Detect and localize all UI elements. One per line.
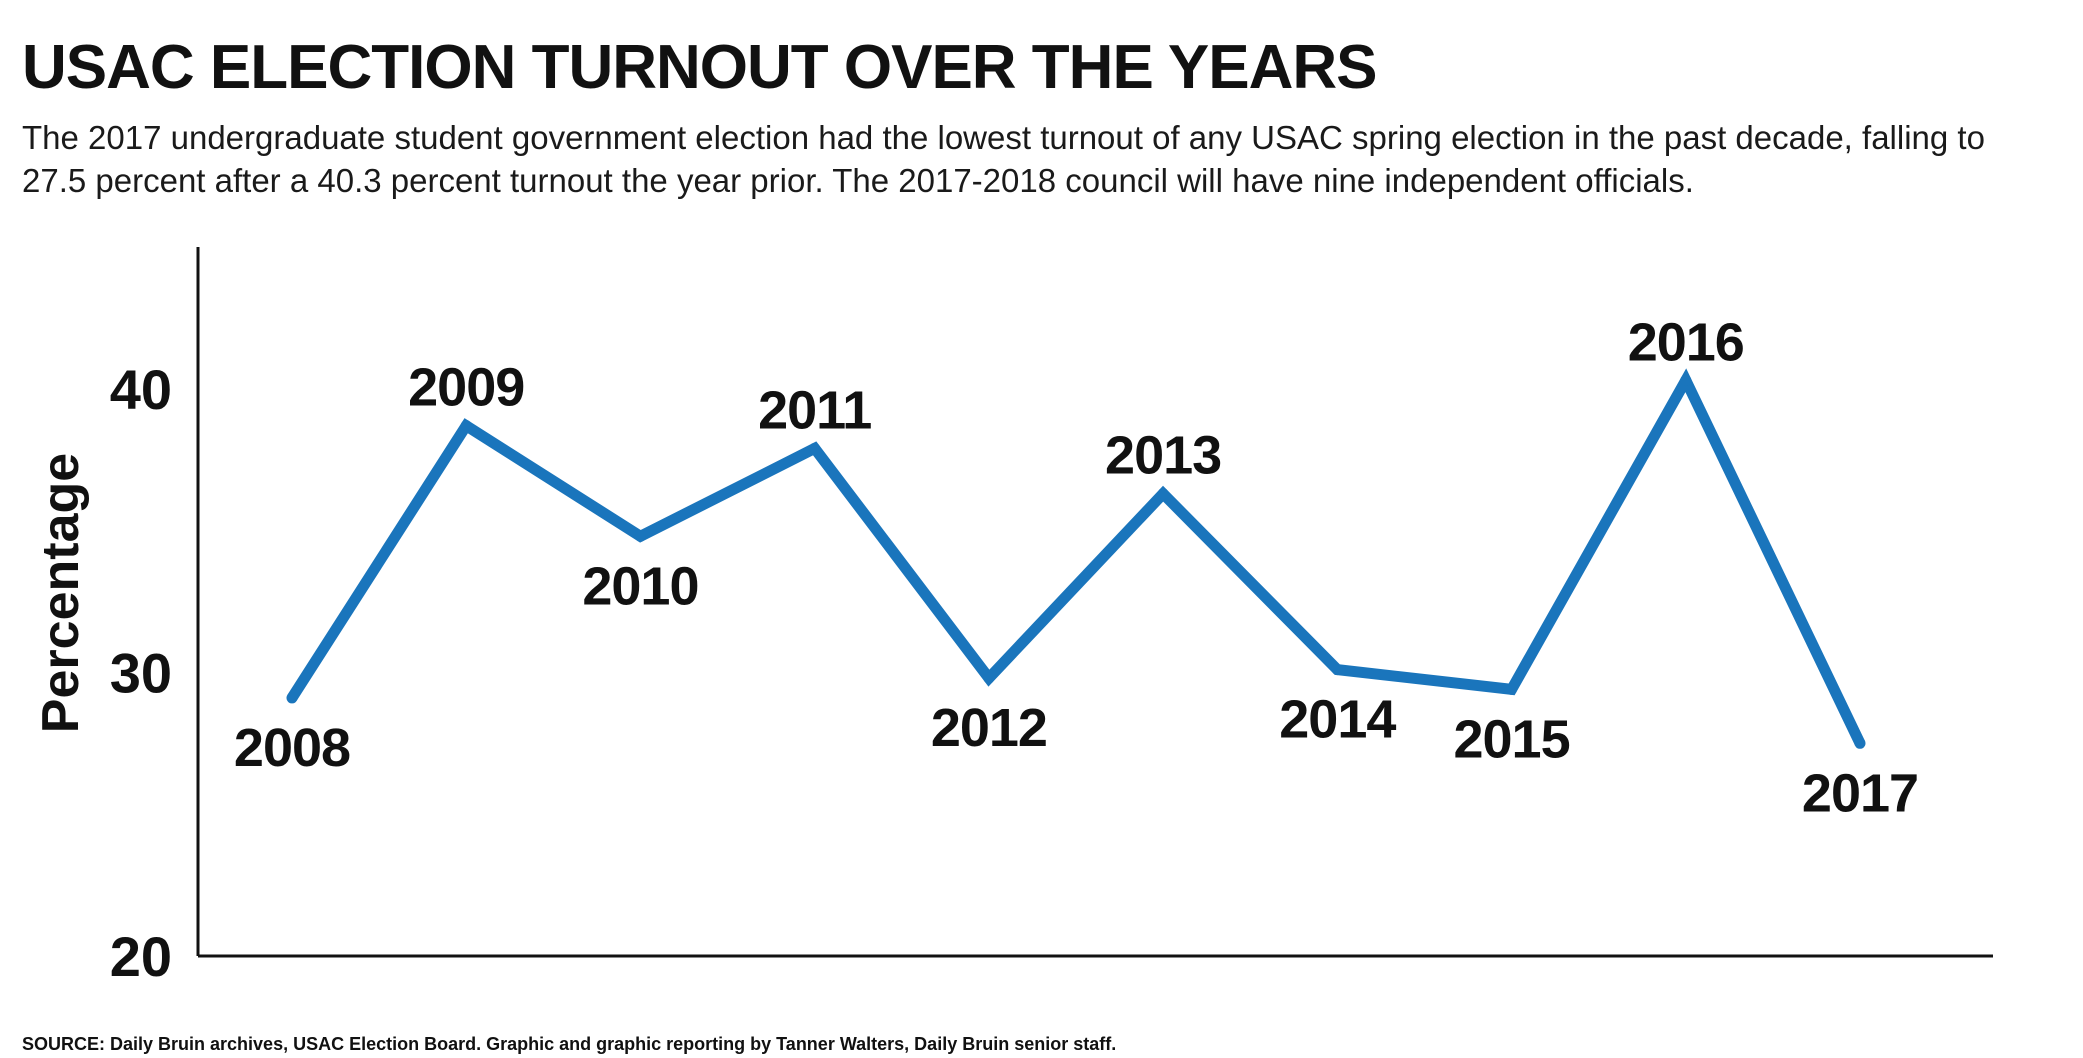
data-point <box>286 692 298 704</box>
point-labels: 2008 2009 2010 2011 2012 2013 2014 2015 2016 2017 <box>234 312 1919 823</box>
data-point <box>634 530 646 542</box>
data-point <box>460 420 472 432</box>
chart-subtitle-line-2: 27.5 percent after a 40.3 percent turnou… <box>22 162 1694 199</box>
point-label-year: 2015 <box>1453 709 1569 769</box>
point-label-year: 2013 <box>1105 426 1221 486</box>
data-point <box>1854 737 1866 749</box>
series-line-turnout <box>287 368 1865 746</box>
data-point <box>1506 683 1518 695</box>
data-point <box>1157 488 1169 500</box>
source-note: SOURCE: Daily Bruin archives, USAC Elect… <box>22 1034 1116 1054</box>
point-label-year: 2009 <box>408 358 524 418</box>
point-label-year: 2011 <box>758 380 871 440</box>
point-label-year: 2016 <box>1628 312 1744 372</box>
data-point <box>1680 374 1692 386</box>
y-tick-label: 20 <box>110 925 172 988</box>
point-label-year: 2017 <box>1802 763 1918 823</box>
chart-title: USAC ELECTION TURNOUT OVER THE YEARS <box>22 33 1377 102</box>
point-label-year: 2008 <box>234 718 350 778</box>
data-point <box>809 442 821 454</box>
point-label-year: 2010 <box>582 556 698 616</box>
point-label-year: 2014 <box>1279 690 1396 750</box>
y-axis-label: Percentage <box>32 453 90 733</box>
y-tick-labels: 20 30 40 <box>110 358 172 988</box>
data-point <box>983 672 995 684</box>
y-tick-label: 40 <box>110 358 172 421</box>
data-point <box>1331 664 1343 676</box>
chart-subtitle-line-1: The 2017 undergraduate student governmen… <box>22 119 1985 156</box>
y-tick-label: 30 <box>110 641 172 704</box>
turnout-series <box>286 368 1866 749</box>
point-label-year: 2012 <box>931 698 1047 758</box>
